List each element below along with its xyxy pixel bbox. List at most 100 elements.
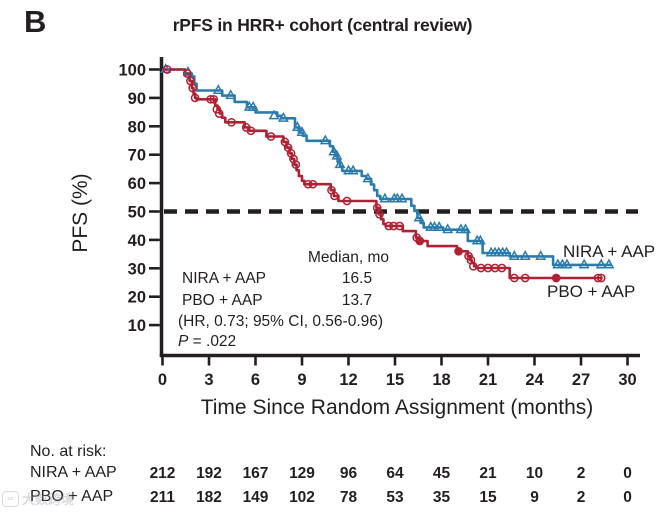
censor-mark-triangle	[328, 145, 340, 156]
censor-mark-circle	[308, 179, 318, 189]
censor-mark-triangle	[296, 126, 308, 137]
p-value-annotation: P = .022	[178, 333, 236, 351]
at-risk-count: 9	[530, 489, 539, 506]
censor-mark-circle	[497, 263, 507, 273]
x-tick-label: 30	[618, 371, 636, 389]
at-risk-row-label-nira: NIRA + AAP	[30, 464, 117, 481]
censor-mark-triangle	[268, 109, 280, 120]
censor-mark-triangle	[460, 223, 471, 234]
y-tick-label: 70	[128, 147, 146, 165]
censor-mark-circle	[596, 273, 606, 283]
censor-mark-circle	[291, 160, 301, 169]
censor-mark-triangle	[603, 258, 615, 269]
censor-mark-circle	[468, 261, 478, 271]
at-risk-count: 0	[623, 465, 632, 482]
censor-mark-circle	[212, 104, 222, 114]
censor-mark-triangle	[331, 149, 343, 160]
x-tick-label: 27	[572, 371, 590, 389]
censor-mark-circle	[384, 221, 394, 231]
x-tick-label: 12	[339, 371, 357, 389]
censor-mark-triangle	[595, 258, 607, 269]
censor-mark-circle	[227, 117, 236, 127]
censor-mark-circle	[330, 191, 339, 201]
censor-mark-triangle	[291, 121, 303, 131]
censor-mark-triangle	[433, 221, 445, 231]
censor-mark-circle	[190, 93, 200, 103]
at-risk-count: 0	[623, 489, 632, 506]
hazard-ratio-annotation: (HR, 0.73; 95% CI, 0.56-0.96)	[178, 313, 384, 330]
censor-mark-triangle	[442, 223, 454, 234]
censor-mark-triangle	[501, 246, 513, 257]
km-curve-pbo-aap	[162, 68, 603, 280]
curve-label-nira-aap: NIRA + AAP	[563, 242, 656, 261]
censor-mark-circle	[246, 126, 256, 136]
at-risk-count: 149	[243, 489, 269, 506]
at-risk-count: 212	[150, 465, 176, 482]
censor-mark-circle	[593, 273, 603, 283]
at-risk-table-title: No. at risk:	[30, 443, 107, 460]
watermark: ∞ 大数跨境	[2, 489, 74, 508]
panel-label: B	[24, 4, 47, 39]
at-risk-row-label-pbo: PBO + AAP	[30, 488, 114, 505]
censor-mark-triangle	[519, 250, 531, 260]
watermark-text: 大数跨境	[22, 492, 75, 507]
curve-label-pbo-aap: PBO + AAP	[547, 282, 636, 301]
y-tick-label: 50	[128, 204, 146, 222]
median-annotation-nira-value: 16.5	[341, 270, 373, 287]
at-risk-count: 45	[433, 465, 451, 482]
censor-mark-circle	[266, 132, 276, 141]
at-risk-count: 64	[386, 465, 404, 482]
median-annotation-header: Median, mo	[308, 249, 389, 266]
at-risk-count: 182	[196, 489, 222, 506]
at-risk-count: 167	[243, 465, 269, 482]
x-tick-label: 0	[158, 371, 167, 389]
y-tick-label: 30	[128, 260, 146, 278]
at-risk-count: 2	[577, 489, 586, 506]
censor-mark-triangle	[225, 89, 237, 100]
x-tick-label: 24	[525, 371, 544, 389]
chart-title: rPFS in HRR+ cohort (central review)	[172, 15, 473, 35]
censor-mark-triangle	[578, 258, 590, 269]
censor-mark-triangle	[535, 250, 547, 260]
median-annotation-pbo-value: 13.7	[341, 292, 373, 309]
censor-mark-triangle	[277, 111, 289, 122]
y-tick-label: 80	[128, 118, 146, 136]
x-tick-label: 6	[251, 371, 260, 389]
censor-mark-triangle	[396, 192, 408, 203]
censor-mark-circle	[551, 273, 561, 283]
x-tick-label: 9	[297, 371, 306, 389]
x-axis-title: Time Since Random Assignment (months)	[200, 396, 594, 419]
x-tick-label: 3	[204, 371, 213, 389]
at-risk-count: 129	[289, 465, 315, 482]
censor-mark-circle	[206, 94, 215, 104]
y-tick-label: 10	[128, 317, 146, 335]
censor-mark-circle	[303, 179, 313, 189]
censor-mark-triangle	[334, 158, 346, 169]
censor-mark-circle	[389, 221, 398, 231]
x-tick-label: 18	[432, 371, 450, 389]
at-risk-count: 78	[340, 489, 358, 506]
censor-mark-circle	[182, 69, 192, 78]
censor-mark-triangle	[347, 164, 359, 175]
at-risk-count: 53	[386, 489, 404, 506]
censor-mark-circle	[375, 209, 384, 219]
censor-mark-triangle	[247, 100, 259, 111]
p-value-number: = .022	[188, 333, 237, 350]
p-value-symbol: P	[178, 333, 189, 350]
censor-mark-circle	[509, 273, 519, 283]
censor-mark-triangle	[474, 234, 486, 245]
y-tick-label: 90	[128, 90, 146, 108]
censor-mark-circle	[342, 196, 352, 206]
censor-mark-triangle	[212, 84, 224, 95]
censor-mark-triangle	[413, 211, 425, 222]
y-tick-label: 100	[118, 62, 146, 80]
censor-mark-circle	[188, 83, 198, 93]
median-annotation-pbo-label: PBO + AAP	[182, 292, 263, 309]
at-risk-count: 10	[526, 465, 543, 482]
censor-mark-circle	[395, 221, 404, 231]
watermark-logo-icon: ∞	[2, 490, 19, 507]
censor-mark-triangle	[508, 250, 520, 260]
censor-mark-triangle	[319, 134, 331, 145]
censor-mark-circle	[415, 236, 425, 246]
